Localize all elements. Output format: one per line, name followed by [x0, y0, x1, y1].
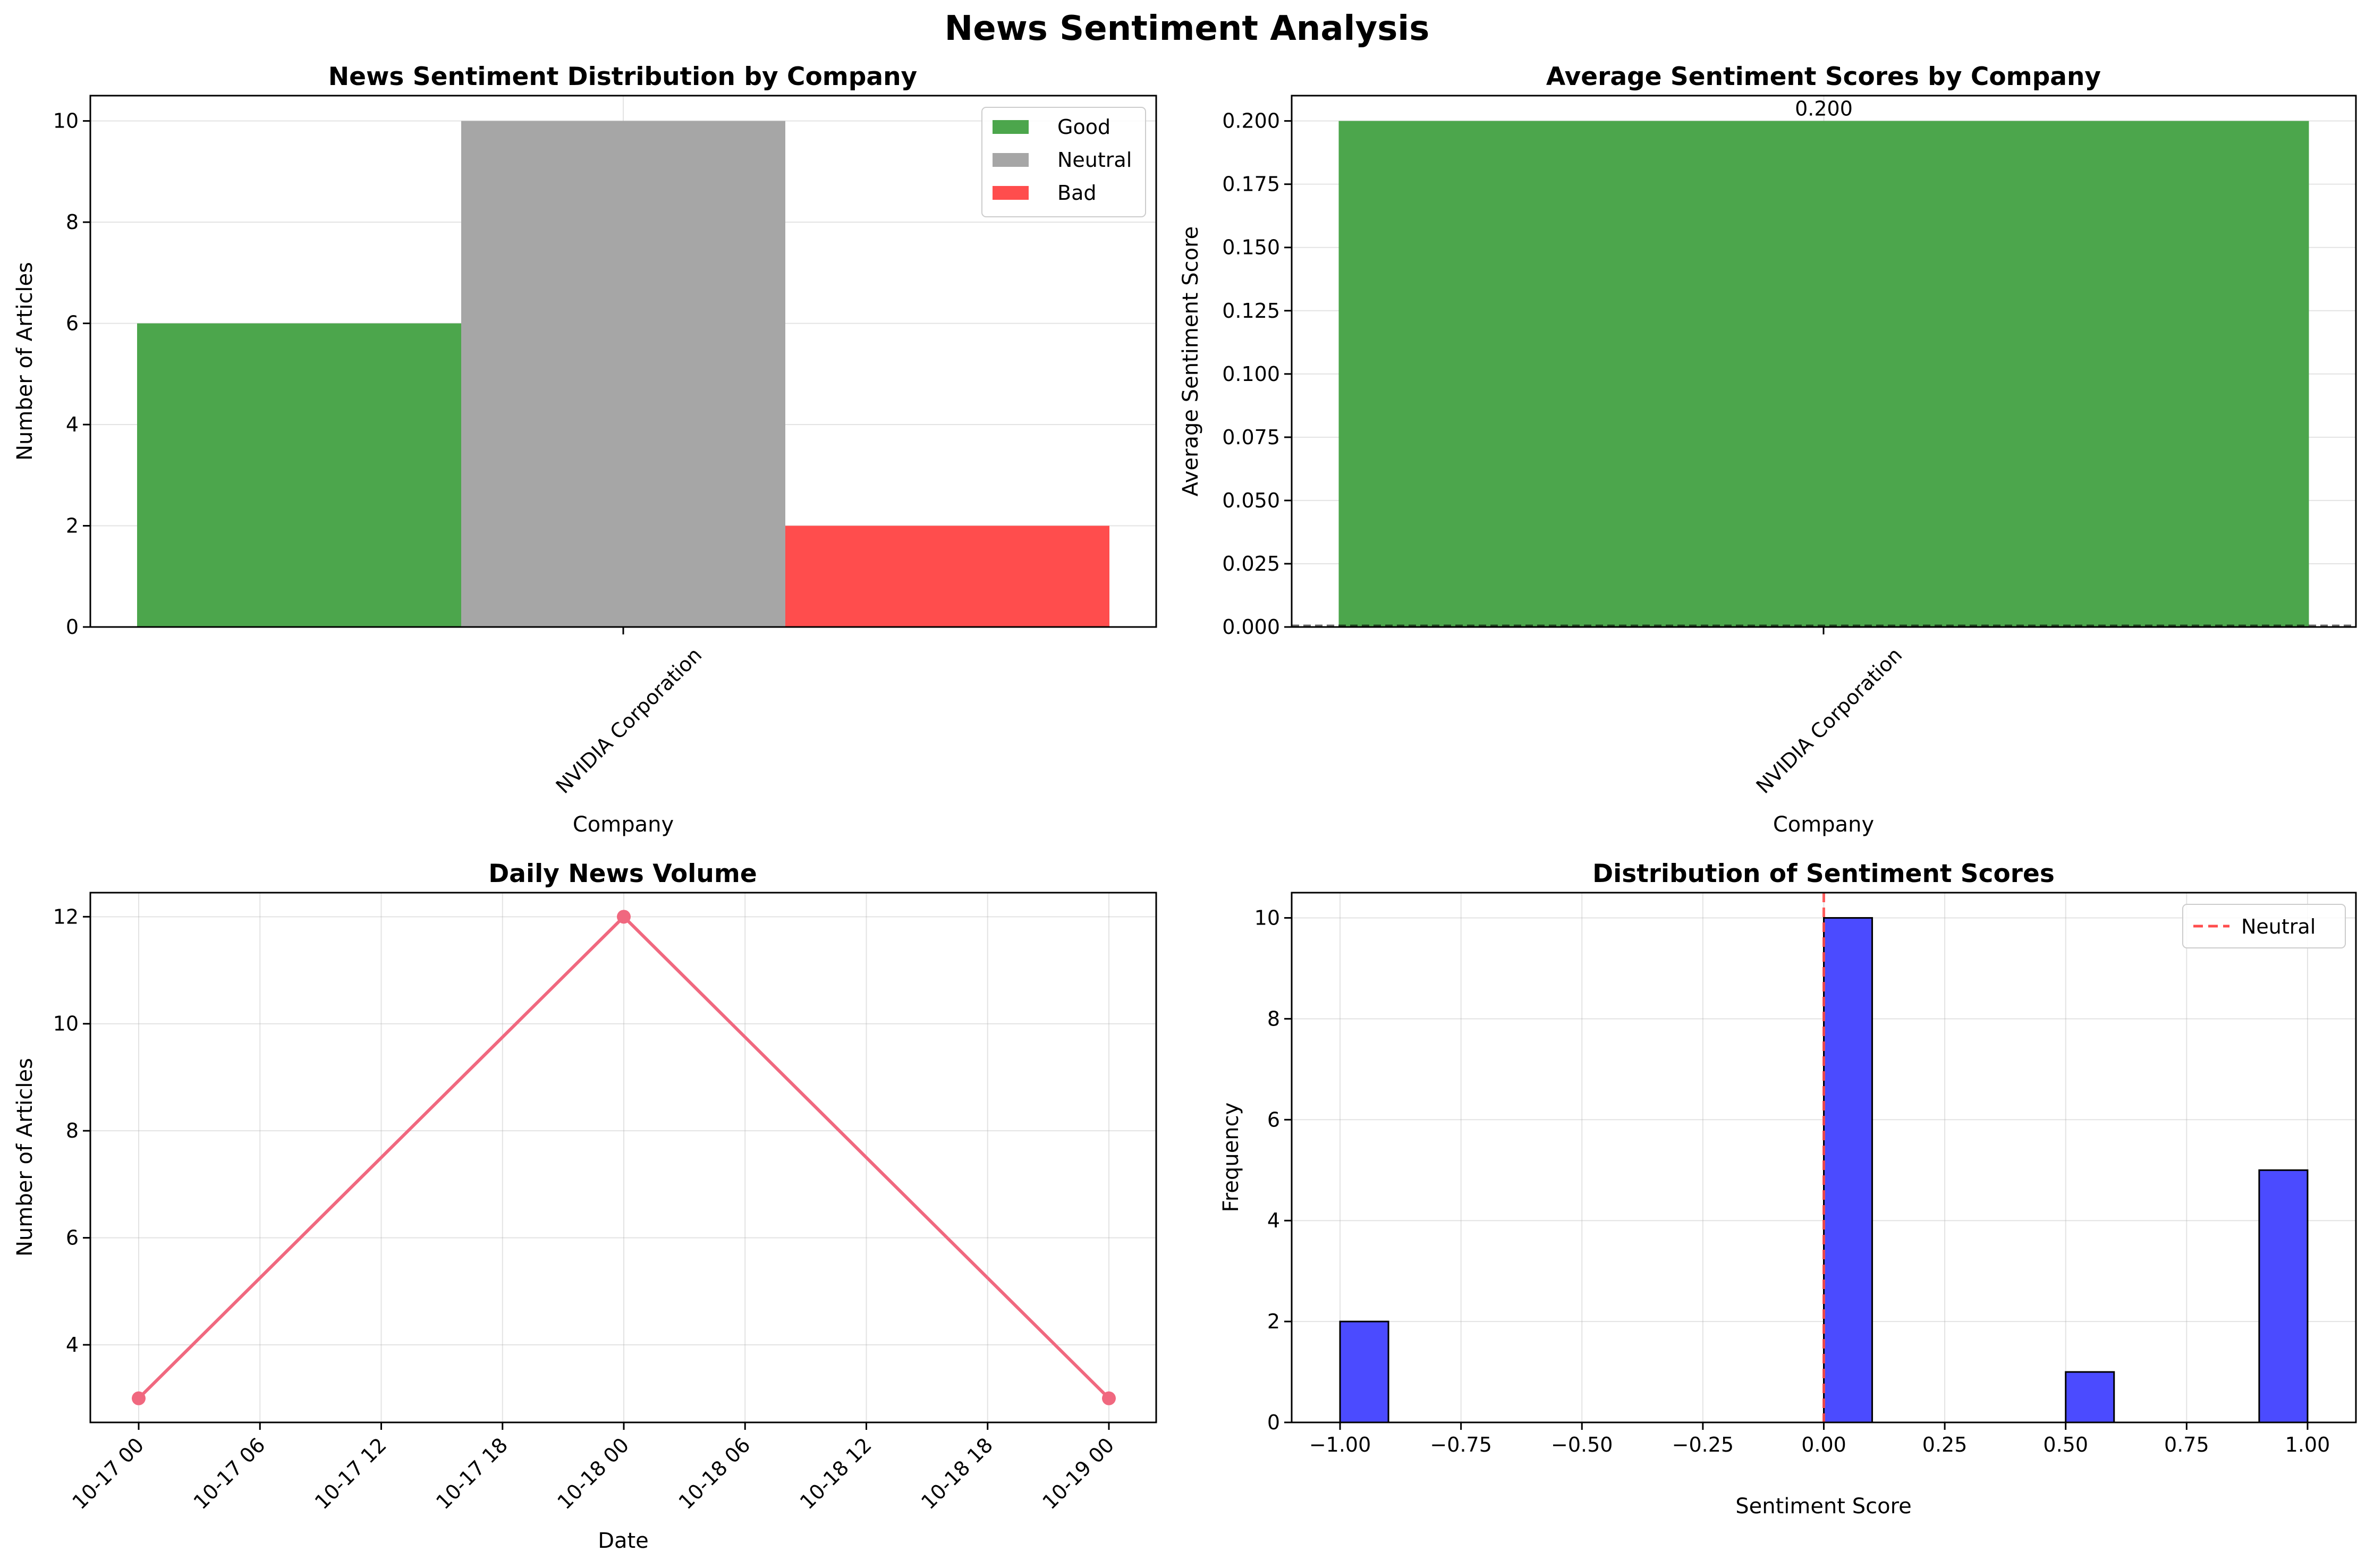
panel-average-sentiment: Average Sentiment Scores by Company 0.20… [1178, 62, 2357, 837]
panel-4-y-tick-label: 2 [1267, 1310, 1280, 1333]
histogram-bin [1823, 917, 1873, 1423]
panel-4-title: Distribution of Sentiment Scores [1592, 859, 2055, 888]
histogram-bin [2065, 1371, 2115, 1423]
daily-volume-point [132, 1391, 146, 1405]
panel-3-y-tick-label: 6 [66, 1226, 79, 1250]
legend-good-label: Good [1057, 115, 1110, 139]
bar-neutral [461, 121, 785, 628]
panel-4-y-tick-label: 6 [1267, 1108, 1280, 1131]
panel-3-frame [89, 892, 1157, 1423]
legend-bad-label: Bad [1057, 181, 1096, 205]
panel-3-y-tick-label: 12 [53, 905, 79, 928]
panel-2-y-ticks: 0.000 0.025 0.050 0.075 0.100 0.125 0.150 0.175… [1222, 109, 1292, 639]
panel-4-y-tick-label: 8 [1267, 1007, 1280, 1030]
panel-3-x-axis-label: Date [598, 1529, 649, 1553]
panel-4-legend: Neutral [2182, 904, 2346, 948]
panel-2-y-tick-label: 0.200 [1222, 109, 1280, 133]
panel-2-y-axis-label: Average Sentiment Score [1178, 226, 1203, 496]
bar-value-label: 0.200 [1795, 97, 1853, 121]
panel-4-bars [1339, 917, 2309, 1423]
panel-4-x-tick-label: 0.50 [2043, 1433, 2088, 1456]
legend-neutral-line-label: Neutral [2241, 915, 2316, 938]
panel-1-y-axis-label: Number of Articles [13, 262, 37, 461]
histogram-bin [2258, 1169, 2309, 1423]
panel-2-x-axis-label: Company [1773, 812, 1874, 837]
panel-4-y-axis-label: Frequency [1219, 1103, 1243, 1213]
panel-1-y-ticks: 0 2 4 6 8 10 [53, 109, 90, 639]
panel-3-series [132, 910, 1116, 1405]
panel-2-y-tick-label: 0.075 [1222, 426, 1280, 449]
panel-4-x-tick-label: −0.50 [1551, 1433, 1613, 1456]
panel-2-title: Average Sentiment Scores by Company [1546, 62, 2101, 91]
legend-neutral-label: Neutral [1057, 148, 1132, 172]
panel-4-frame [1291, 892, 2357, 1423]
panel-1-y-tick-label: 8 [66, 210, 79, 234]
panel-1-y-tick-label: 4 [66, 413, 79, 436]
panel-4-y-tick-label: 4 [1267, 1209, 1280, 1232]
panel-1-y-tick-label: 10 [53, 109, 79, 133]
legend-neutral-swatch [993, 153, 1029, 167]
panel-2-y-tick-label: 0.050 [1222, 489, 1280, 512]
panel-2-y-tick-label: 0.125 [1222, 299, 1280, 323]
bar-bad [785, 526, 1109, 627]
panel-2-y-tick-label: 0.175 [1222, 173, 1280, 196]
bar-good [137, 323, 461, 627]
legend-good-swatch [993, 120, 1029, 134]
panel-3-y-tick-label: 4 [66, 1333, 79, 1357]
daily-volume-point [617, 910, 631, 924]
panel-2-bars: 0.200 [1338, 97, 2309, 628]
histogram-bin [1339, 1320, 1389, 1423]
panel-4-y-tick-label: 10 [1254, 906, 1280, 929]
panel-1-y-tick-label: 2 [66, 514, 79, 538]
panel-3-y-axis-label: Number of Articles [13, 1058, 37, 1257]
panel-1-y-tick-label: 6 [66, 312, 79, 335]
panel-4-x-tick-label: −0.25 [1672, 1433, 1734, 1456]
panel-4-x-axis-label: Sentiment Score [1735, 1494, 1912, 1519]
panel-2-y-tick-label: 0.025 [1222, 552, 1280, 575]
panel-4-x-tick-label: −1.00 [1309, 1433, 1371, 1456]
panel-1-title: News Sentiment Distribution by Company [328, 62, 917, 91]
panel-2-y-tick-label: 0.100 [1222, 362, 1280, 386]
panel-3-title: Daily News Volume [488, 859, 757, 888]
panel-4-x-tick-label: 1.00 [2285, 1433, 2330, 1456]
panel-4-y-ticks: 0 2 4 6 8 10 [1254, 906, 1292, 1434]
panel-score-distribution: Distribution of Sentiment Scores 0 2 4 6 8 10… [1219, 859, 2357, 1519]
panel-4-x-ticks: −1.00 −0.75 −0.50 −0.25 0.00 0.25 0.50 0.75 1.00 [1309, 1422, 2330, 1456]
panel-2-y-tick-label: 0.150 [1222, 236, 1280, 259]
panel-sentiment-distribution: News Sentiment Distribution by Company 0… [13, 62, 1157, 837]
panel-1-x-axis-label: Company [573, 812, 674, 837]
panel-3-y-ticks: 4 6 8 10 12 [53, 905, 90, 1357]
panel-4-legend-box [2182, 904, 2346, 948]
figure-title: News Sentiment Analysis [945, 9, 1430, 48]
panel-4-x-tick-label: 0.75 [2164, 1433, 2209, 1456]
panel-2-y-tick-label: 0.000 [1222, 615, 1280, 639]
panel-1-legend: Good Neutral Bad [981, 107, 1146, 217]
panel-3-y-tick-label: 10 [53, 1012, 79, 1036]
daily-volume-point [1102, 1391, 1116, 1405]
legend-bad-swatch [993, 186, 1029, 200]
bar-average-score [1338, 121, 2309, 628]
panel-4-x-tick-label: −0.75 [1430, 1433, 1491, 1456]
panel-4-y-tick-label: 0 [1267, 1411, 1280, 1434]
panel-1-y-tick-label: 0 [66, 615, 79, 639]
panel-4-x-tick-label: 0.25 [1922, 1433, 1968, 1456]
panel-3-y-tick-label: 8 [66, 1119, 79, 1142]
panel-1-bars [137, 121, 1109, 628]
panel-4-x-tick-label: 0.00 [1801, 1433, 1846, 1456]
